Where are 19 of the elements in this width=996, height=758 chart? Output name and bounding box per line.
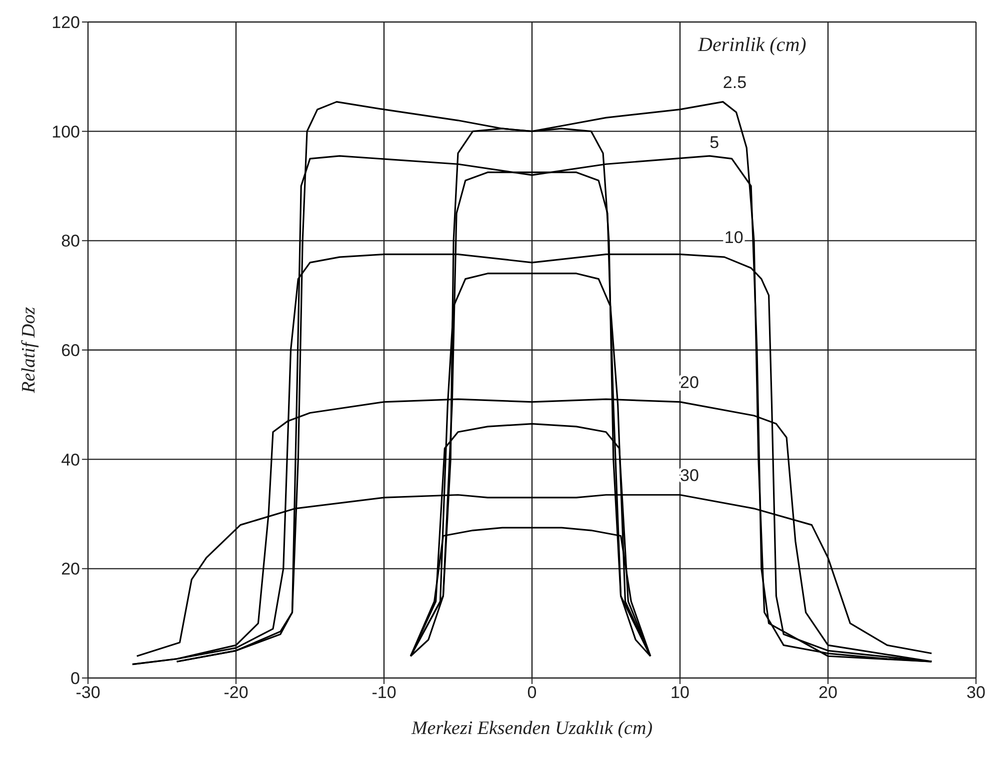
x-tick-label: 0: [527, 683, 537, 702]
x-tick-label: 20: [818, 683, 838, 702]
y-tick-label: 60: [61, 341, 80, 360]
y-tick-label: 80: [61, 232, 80, 251]
series-label: 5: [710, 132, 720, 152]
series-label: 20: [680, 372, 699, 392]
series-label: 2.5: [722, 72, 747, 92]
x-axis-title: Merkezi Eksenden Uzaklık (cm): [410, 718, 653, 739]
y-tick-label: 120: [52, 13, 80, 32]
y-tick-label: 20: [61, 560, 80, 579]
x-tick-label: -10: [372, 683, 396, 702]
y-axis-title: Relatif Doz: [18, 306, 40, 394]
series-label: 30: [680, 466, 699, 485]
y-tick-label: 40: [61, 450, 80, 470]
annotation: Derinlik (cm): [698, 34, 806, 57]
x-tick-label: 30: [966, 683, 986, 702]
x-tick-label: -20: [224, 683, 248, 702]
x-tick-label: 10: [670, 683, 690, 702]
y-tick-label: 100: [52, 122, 80, 142]
